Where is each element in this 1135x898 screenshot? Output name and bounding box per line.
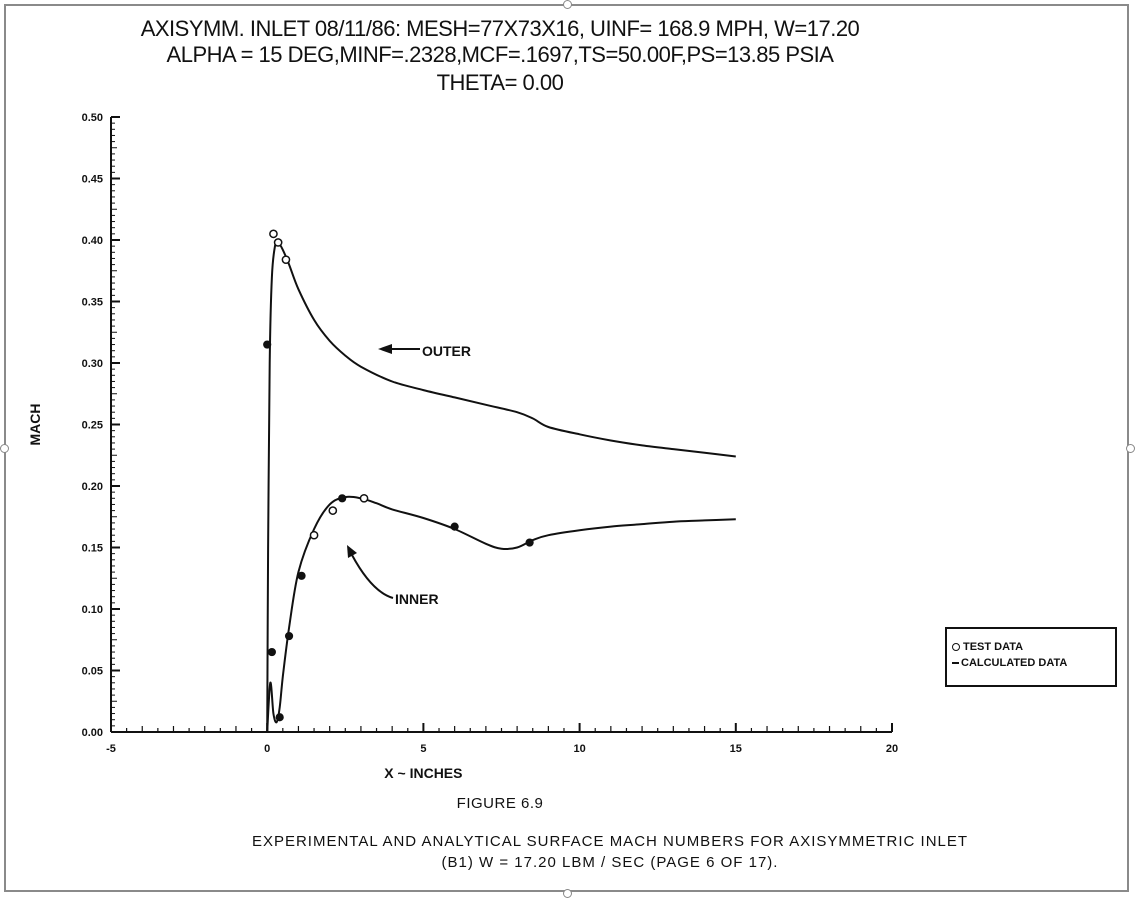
test-point-inner-filled [297, 571, 306, 580]
chart-title-line-2: ALPHA = 15 DEG,MINF=.2328,MCF=.1697,TS=5… [166, 42, 834, 67]
line-dash-icon [952, 662, 959, 665]
legend-label-calculated-data: CALCULATED DATA [961, 657, 1068, 669]
x-tick-label: 0 [264, 743, 270, 755]
caption-line-1: EXPERIMENTAL AND ANALYTICAL SURFACE MACH… [251, 833, 969, 850]
inner-arrow-shaft [351, 554, 394, 599]
y-tick-label: 0.45 [82, 174, 103, 186]
inner-arrow-head [347, 545, 357, 558]
figure-label: FIGURE 6.9 [456, 795, 544, 812]
y-tick-label: 0.50 [82, 112, 103, 124]
y-axis-title: MACH [27, 404, 43, 446]
curves [266, 240, 736, 733]
y-tick-label: 0.25 [82, 420, 103, 432]
resize-handle-left[interactable] [0, 444, 9, 453]
x-tick-label: 20 [886, 743, 898, 755]
test-point-inner-filled [275, 713, 284, 722]
test-point-inner-filled [267, 647, 276, 657]
caption-line-2: (B1) W = 17.20 LBM / SEC (PAGE 6 OF 17). [441, 854, 779, 871]
x-tick-label: 15 [730, 743, 742, 755]
test-point-inner-filled [525, 538, 534, 547]
open-circle-icon [952, 643, 960, 652]
y-tick-label: 0.30 [82, 358, 103, 370]
test-point-outer-open [269, 229, 278, 239]
outer-label: OUTER [422, 343, 471, 359]
chart-title-line-3: THETA= 0.00 [436, 70, 564, 95]
resize-handle-top[interactable] [563, 0, 572, 9]
inner-label: INNER [395, 591, 439, 607]
x-tick-label: 10 [573, 743, 585, 755]
test-point-inner-filled [284, 631, 294, 641]
test-point-inner-open [359, 493, 369, 503]
test-point-outer-open [273, 238, 283, 247]
chart-title-line-1: AXISYMM. INLET 08/11/86: MESH=77X73X16, … [140, 16, 860, 41]
test-point-outer-filled [263, 340, 272, 349]
legend-item-calculated-data: CALCULATED DATA [952, 655, 1115, 671]
axes: -5 0 5 10 15 20 0.00 0.05 0.10 0.15 0.20 0.25 0.30 0.… [27, 112, 898, 781]
legend: TEST DATA CALCULATED DATA [945, 627, 1117, 687]
y-tick-label: 0.05 [82, 666, 103, 678]
x-axis-title: X ~ INCHES [384, 765, 462, 781]
y-tick-label: 0.00 [82, 727, 103, 739]
annotations: OUTER INNER [347, 343, 471, 607]
outer-arrow-head [378, 344, 392, 354]
series-inner-line [266, 495, 736, 733]
x-tick-label: -5 [106, 743, 116, 755]
legend-label-test-data: TEST DATA [963, 641, 1024, 653]
test-point-inner-open [309, 530, 319, 540]
test-point-inner-open [328, 506, 338, 515]
legend-item-test-data: TEST DATA [952, 639, 1115, 655]
test-point-inner-filled [450, 522, 459, 531]
x-tick-label: 5 [420, 743, 426, 755]
y-tick-label: 0.40 [82, 235, 103, 247]
test-data-markers [263, 229, 534, 722]
y-tick-label: 0.10 [82, 604, 103, 616]
y-tick-label: 0.20 [82, 481, 103, 493]
y-tick-label: 0.35 [82, 297, 103, 309]
test-point-inner-filled [338, 494, 347, 503]
y-tick-label: 0.15 [82, 543, 103, 555]
test-point-outer-open [281, 255, 291, 265]
series-outer-line [266, 240, 736, 733]
